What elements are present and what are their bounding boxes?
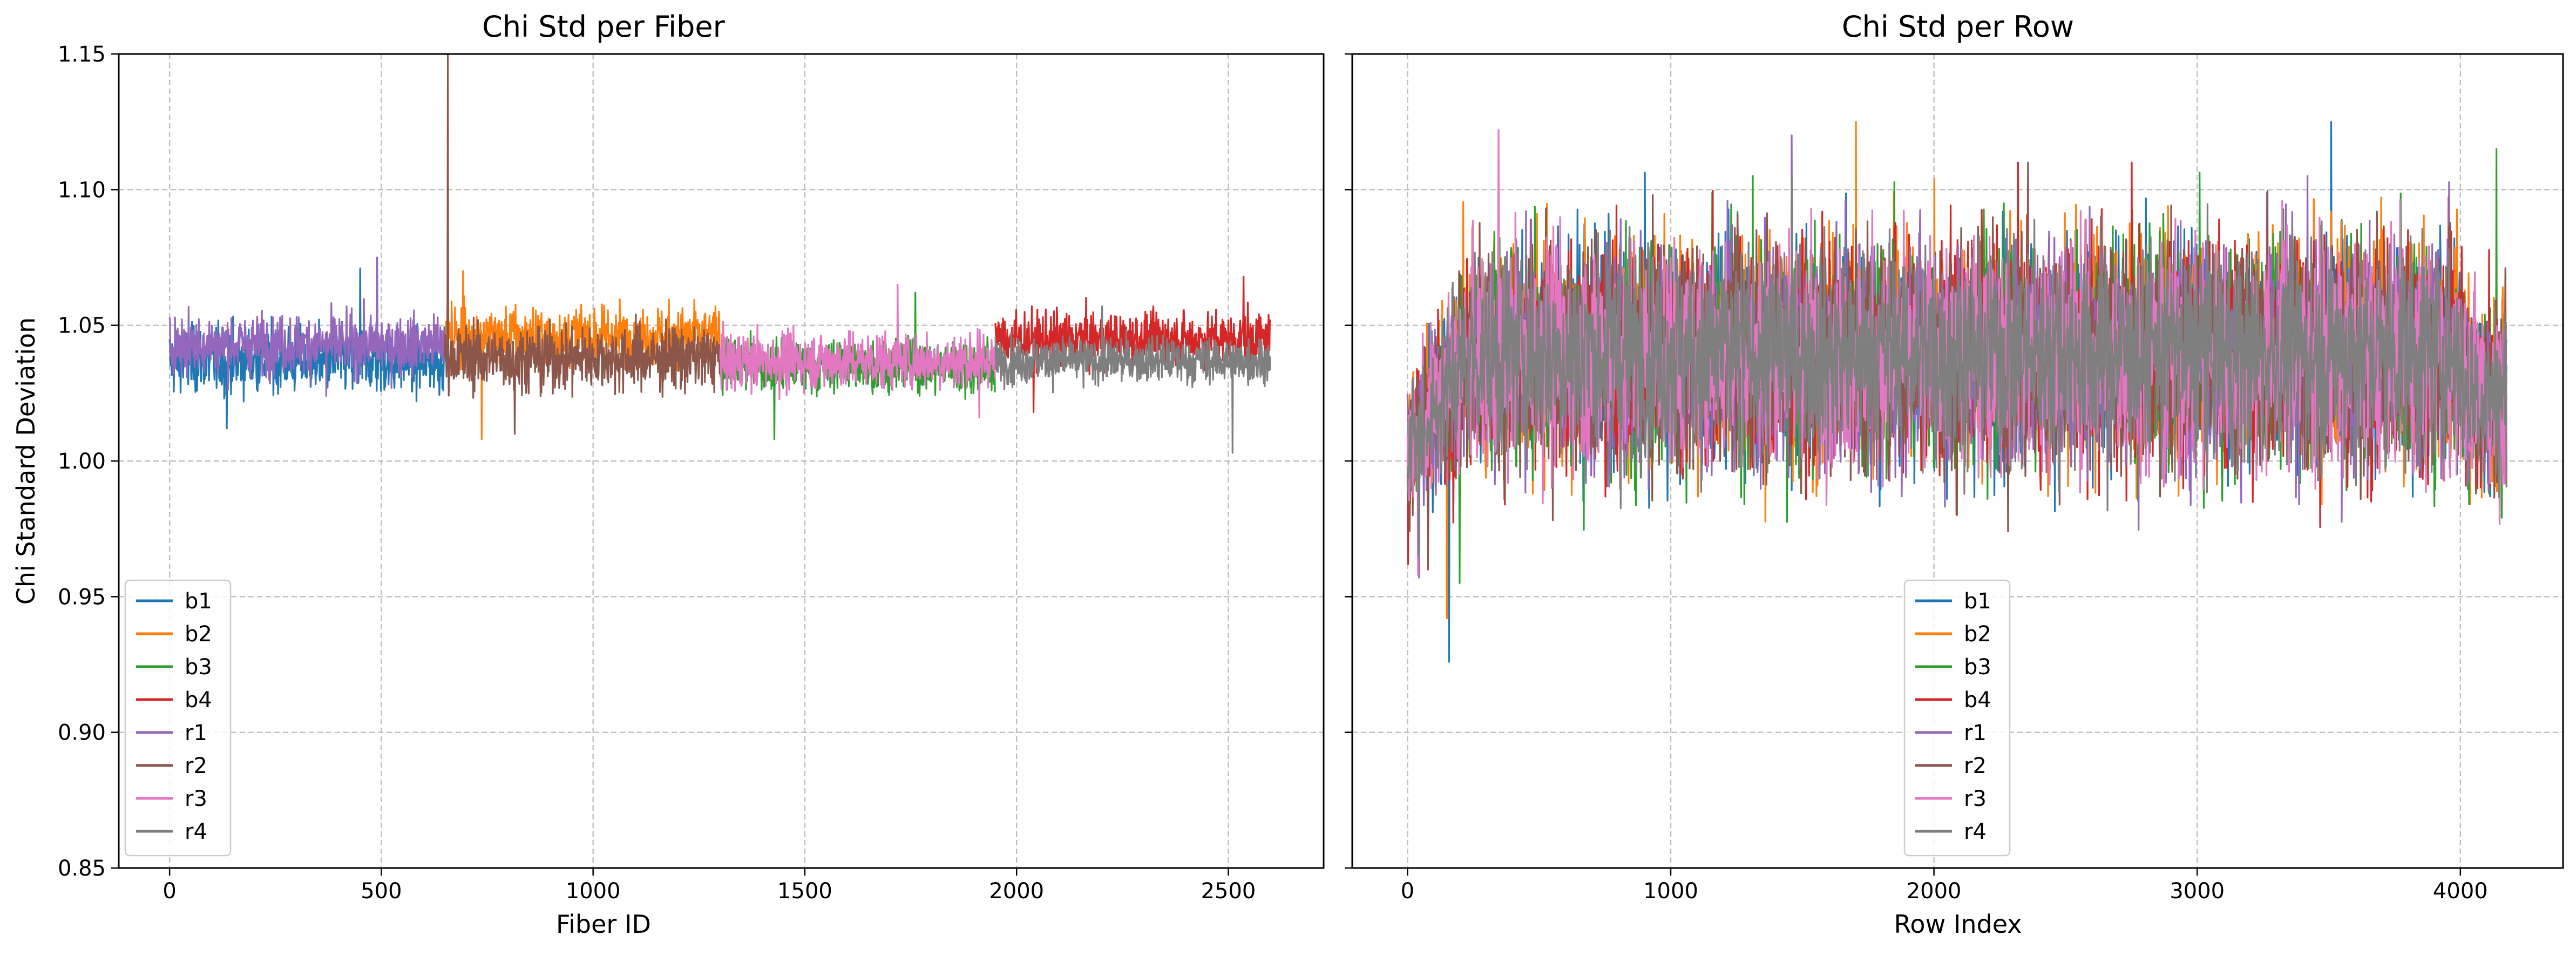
legend-item: b1	[1915, 589, 1991, 614]
legend-label: r2	[1964, 754, 1987, 778]
legend-label: r3	[1964, 787, 1987, 811]
y-tick-label: 1.00	[58, 449, 106, 474]
plot-area	[168, 54, 1271, 454]
x-tick-label: 4000	[2433, 879, 2488, 904]
series-line-r4	[994, 305, 1271, 454]
legend-item: b3	[136, 655, 212, 680]
x-tick-label: 2000	[1907, 879, 1962, 904]
legend-item: r3	[1915, 787, 1987, 811]
legend-item: r2	[1915, 754, 1987, 778]
legend-label: r2	[185, 754, 207, 778]
x-tick-label: 1500	[777, 879, 832, 904]
legend: b1 b2 b3 b4 r1 r2 r3 r4	[124, 579, 232, 857]
x-tick-label: 2500	[1201, 879, 1256, 904]
legend-item: r3	[136, 787, 207, 811]
panel-chi-std-per-row: Chi Std per Row Row Index 0 1000 2000 3000 4…	[1345, 10, 2564, 939]
legend-box	[1903, 579, 2011, 857]
legend-label: r4	[1964, 819, 1987, 844]
plot-area	[1406, 121, 2507, 663]
y-tick-label: 0.90	[58, 721, 106, 745]
legend-label: r1	[185, 721, 207, 745]
x-tick-label: 1000	[1643, 879, 1698, 904]
series-line-r1	[168, 256, 445, 397]
legend-item: r2	[136, 754, 207, 778]
legend: b1 b2 b3 b4 r1 r2 r3 r4	[1903, 579, 2011, 857]
legend-label: b1	[1964, 589, 1991, 614]
y-axis-label: Chi Standard Deviation	[11, 317, 40, 605]
x-tick-label: 0	[162, 879, 176, 904]
series-line-r4	[1406, 175, 2507, 557]
legend-box	[124, 579, 232, 857]
legend-label: b4	[1964, 688, 1991, 713]
x-tick-label: 2000	[989, 879, 1044, 904]
legend-label: r4	[185, 819, 207, 844]
chart-title: Chi Std per Fiber	[482, 10, 725, 44]
legend-label: r3	[185, 787, 207, 811]
x-tick-label: 3000	[2170, 879, 2225, 904]
legend-label: b1	[185, 589, 212, 614]
legend-item: r4	[136, 819, 207, 844]
legend-label: b2	[185, 622, 212, 647]
legend-item: b2	[1915, 622, 1991, 647]
legend-item: r1	[1915, 721, 1987, 745]
y-tick-label: 0.85	[58, 856, 106, 881]
panel-chi-std-per-fiber: Chi Std per Fiber Fiber ID Chi Standard …	[11, 10, 1325, 939]
legend-label: b3	[1964, 655, 1991, 680]
legend-label: b2	[1964, 622, 1991, 647]
y-tick-label: 1.15	[58, 42, 106, 67]
legend-item: r1	[136, 721, 207, 745]
grid	[119, 53, 1324, 869]
legend-item: r4	[1915, 819, 1987, 844]
legend-item: b4	[1915, 688, 1991, 713]
y-tick-label: 1.05	[58, 314, 106, 338]
legend-label: r1	[1964, 721, 1987, 745]
series-line-b4	[994, 275, 1271, 413]
x-tick-label: 500	[361, 879, 402, 904]
y-tick-label: 1.10	[58, 178, 106, 202]
legend-item: b3	[1915, 655, 1991, 680]
x-axis-label: Row Index	[1894, 910, 2022, 939]
legend-item: b4	[136, 688, 212, 713]
y-tick-label: 0.95	[58, 585, 106, 609]
series-line-r3	[719, 283, 996, 419]
legend-label: b4	[185, 688, 212, 713]
x-tick-label: 1000	[566, 879, 621, 904]
x-axis-label: Fiber ID	[556, 910, 651, 939]
x-tick-label: 0	[1401, 879, 1414, 904]
legend-item: b2	[136, 622, 212, 647]
legend-label: b3	[185, 655, 212, 680]
series-line-r2	[444, 54, 721, 435]
chart-title: Chi Std per Row	[1842, 10, 2074, 44]
legend-item: b1	[136, 589, 212, 614]
